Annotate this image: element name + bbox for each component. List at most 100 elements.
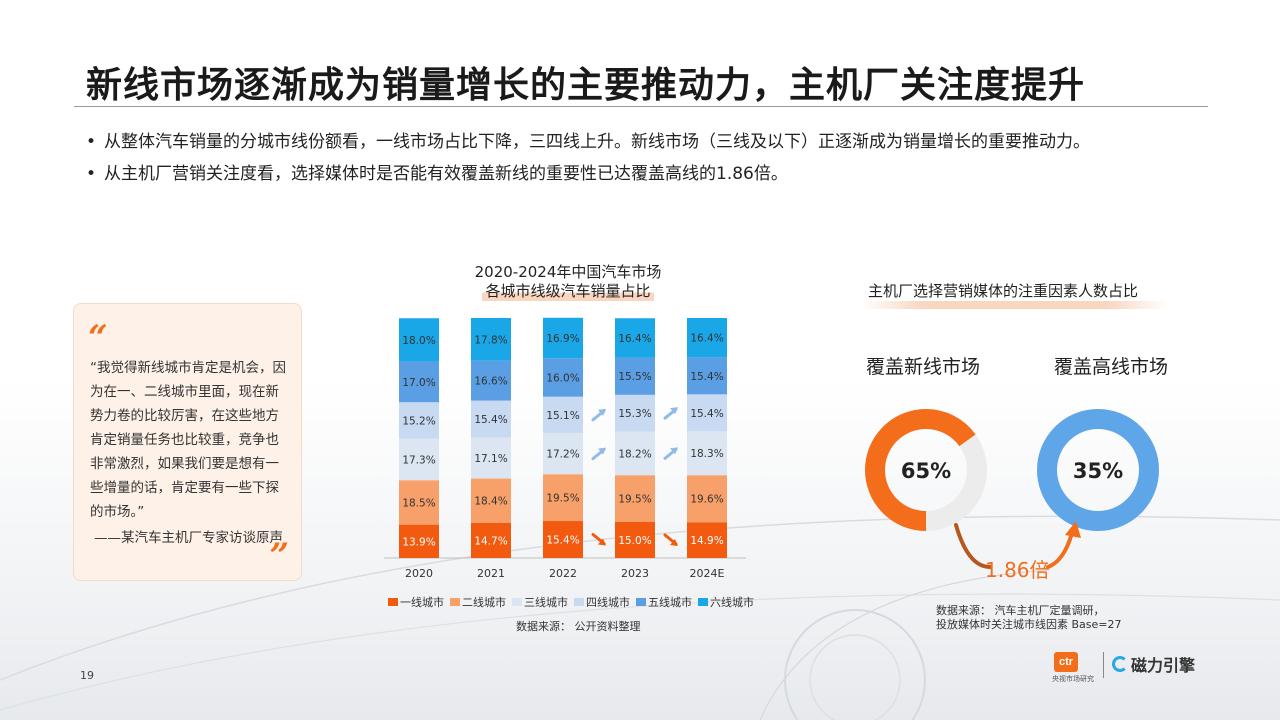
chart-source: 数据来源： 公开资料整理 [516, 620, 641, 633]
data-label: 15.4% [690, 371, 723, 383]
bar-segment [615, 318, 655, 358]
bullet-list: • 从整体汽车销量的分城市线份额看，一线市场占比下降，三四线上升。新线市场（三线及… [86, 126, 1226, 190]
page-title: 新线市场逐渐成为销量增长的主要推动力，主机厂关注度提升 [86, 65, 1086, 106]
donut-charts: 65% 35% [865, 409, 1159, 569]
x-tick-label: 2021 [477, 567, 505, 580]
quote-close-icon: ” [269, 536, 289, 576]
legend-item: 三线城市 [512, 594, 568, 610]
data-label: 18.3% [690, 448, 723, 460]
donut-label-high: 覆盖高线市场 [1054, 356, 1169, 378]
bar-segment [615, 522, 655, 558]
data-label: 18.0% [402, 335, 435, 347]
bar-segment [543, 474, 583, 522]
legend-label: 一线城市 [400, 596, 444, 609]
legend-label: 六线城市 [710, 596, 754, 609]
donut-value-label: 35% [1073, 459, 1123, 483]
trend-down-arrow-icon [591, 533, 606, 546]
cili-logo-text: 磁力引擎 [1131, 656, 1196, 675]
data-label: 13.9% [402, 536, 435, 548]
ctr-logo-icon: ctr [1054, 652, 1078, 672]
legend-swatch [450, 598, 460, 606]
data-label: 16.4% [618, 333, 651, 345]
donut-slice [1037, 409, 1159, 531]
data-label: 15.1% [546, 410, 579, 422]
data-label: 18.5% [402, 497, 435, 509]
trend-up-arrow-icon [663, 407, 678, 420]
donut-value-label: 65% [901, 459, 951, 483]
donut: 65% [865, 409, 987, 531]
quote-open-icon: “ [88, 318, 108, 358]
curved-arrow-icon [954, 521, 1081, 569]
legend-item: 四线城市 [574, 594, 630, 610]
x-tick-label: 2024E [690, 567, 725, 580]
bar-segment [471, 318, 511, 361]
data-label: 16.4% [690, 333, 723, 345]
trend-up-arrow-icon [591, 408, 606, 422]
data-label: 15.3% [618, 408, 651, 420]
data-label: 17.2% [546, 449, 579, 461]
chart-legend: 一线城市 二线城市 三线城市 四线城市 五线城市 六线城市 [388, 594, 754, 610]
legend-label: 二线城市 [462, 596, 506, 609]
legend-label: 四线城市 [586, 596, 630, 609]
legend-label: 五线城市 [648, 596, 692, 609]
trend-down-arrow-icon [663, 533, 678, 546]
title-divider [74, 106, 1208, 107]
bar-segment [615, 394, 655, 432]
legend-item: 一线城市 [388, 594, 444, 610]
bar-segment [687, 522, 727, 558]
trend-up-arrow-icon [591, 447, 606, 461]
bar-segment [687, 318, 727, 358]
ratio-label: 1.86倍 [985, 558, 1050, 582]
bar-segment [543, 358, 583, 397]
bar-segment [615, 431, 655, 476]
data-label: 17.0% [402, 377, 435, 389]
bar-segment [399, 524, 439, 558]
data-label: 15.4% [474, 414, 507, 426]
data-label: 15.5% [618, 371, 651, 383]
logo-divider [1103, 652, 1104, 678]
chart-title: 2020-2024年中国汽车市场 各城市线级汽车销量占比 [468, 263, 668, 301]
bullet-item: • 从主机厂营销关注度看，选择媒体时是否能有效覆盖新线的重要性已达覆盖高线的1.8… [86, 164, 788, 184]
background-car-lines [0, 515, 1280, 720]
chart-title-line1: 2020-2024年中国汽车市场 [474, 263, 662, 281]
data-label: 16.6% [474, 376, 507, 388]
donut-label-new: 覆盖新线市场 [866, 356, 981, 378]
bar-segment [543, 396, 583, 433]
bar-segment [687, 394, 727, 432]
bar-segment [399, 480, 439, 525]
bar-segment [471, 437, 511, 479]
quote-source: ——某汽车主机厂专家访谈原声 [94, 530, 283, 546]
donut-panel-title-highlight [862, 301, 1168, 309]
data-label: 15.4% [690, 408, 723, 420]
legend-item: 五线城市 [636, 594, 692, 610]
trend-up-arrow-icon [663, 447, 678, 460]
bar-segment [399, 318, 439, 362]
legend-item: 二线城市 [450, 594, 506, 610]
data-label: 15.2% [402, 415, 435, 427]
legend-swatch [698, 598, 708, 606]
legend-label: 三线城市 [524, 596, 568, 609]
bar-segment [399, 361, 439, 403]
bar-segment [471, 478, 511, 523]
data-label: 19.5% [618, 494, 651, 506]
bar-segment [471, 522, 511, 558]
legend-swatch [574, 598, 584, 606]
cili-logo: 磁力引擎 [1112, 652, 1195, 676]
data-label: 17.1% [474, 453, 507, 465]
bar-segment [471, 360, 511, 401]
data-label: 19.5% [546, 493, 579, 505]
x-tick-label: 2023 [621, 567, 649, 580]
bar-segment [399, 402, 439, 439]
legend-item: 六线城市 [698, 594, 754, 610]
donut-panel-title: 主机厂选择营销媒体的注重因素人数占比 [868, 282, 1139, 300]
x-tick-label: 2020 [405, 567, 433, 580]
data-label: 18.4% [474, 496, 507, 508]
bar-segment [543, 317, 583, 359]
stacked-bar-chart: 13.9% 18.5% 17.3% 15.2% 17.0% 18.0% 2020 14.7% 1… [384, 317, 746, 580]
data-label: 14.7% [474, 535, 507, 547]
donut-source: 数据来源： 汽车主机厂定量调研， 投放媒体时关注城市线因素 Base=27 [936, 604, 1122, 632]
data-label: 18.2% [618, 448, 651, 460]
donut-source-line2: 投放媒体时关注城市线因素 Base=27 [936, 618, 1122, 631]
bar-segment [615, 357, 655, 395]
donut: 35% [1037, 409, 1159, 531]
